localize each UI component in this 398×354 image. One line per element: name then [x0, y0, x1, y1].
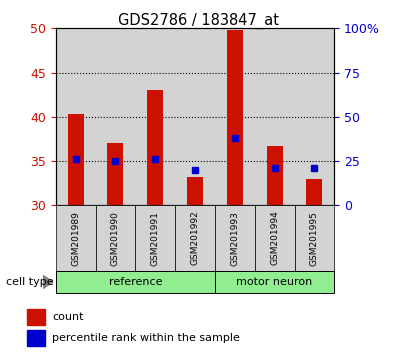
Bar	[27, 309, 45, 325]
Text: motor neuron: motor neuron	[236, 277, 313, 287]
Text: GSM201990: GSM201990	[111, 211, 120, 266]
Text: GSM201989: GSM201989	[71, 211, 80, 266]
Bar	[147, 90, 163, 205]
Bar	[295, 205, 334, 271]
Text: GSM201994: GSM201994	[270, 211, 279, 266]
Bar	[56, 205, 96, 271]
Bar	[96, 205, 135, 271]
Bar	[255, 28, 295, 205]
Bar	[107, 143, 123, 205]
Bar	[135, 205, 175, 271]
Text: GSM201993: GSM201993	[230, 211, 239, 266]
Bar	[267, 146, 283, 205]
Bar	[255, 205, 295, 271]
Bar	[175, 28, 215, 205]
Text: GSM201995: GSM201995	[310, 211, 319, 266]
Text: GDS2786 / 183847_at: GDS2786 / 183847_at	[119, 12, 279, 29]
Bar	[215, 271, 334, 293]
Bar	[27, 330, 45, 346]
Bar	[187, 177, 203, 205]
Bar	[295, 28, 334, 205]
Text: GSM201992: GSM201992	[191, 211, 199, 266]
Bar	[96, 28, 135, 205]
Text: percentile rank within the sample: percentile rank within the sample	[52, 333, 240, 343]
Text: count: count	[52, 312, 84, 322]
Bar	[215, 28, 255, 205]
Bar	[56, 271, 215, 293]
Bar	[56, 28, 96, 205]
Bar	[68, 114, 84, 205]
Bar	[227, 30, 243, 205]
Text: GSM201991: GSM201991	[151, 211, 160, 266]
Bar	[175, 205, 215, 271]
Text: cell type: cell type	[6, 277, 54, 287]
Text: reference: reference	[109, 277, 162, 287]
Bar	[135, 28, 175, 205]
Polygon shape	[43, 275, 53, 289]
Bar	[306, 179, 322, 205]
Bar	[215, 205, 255, 271]
